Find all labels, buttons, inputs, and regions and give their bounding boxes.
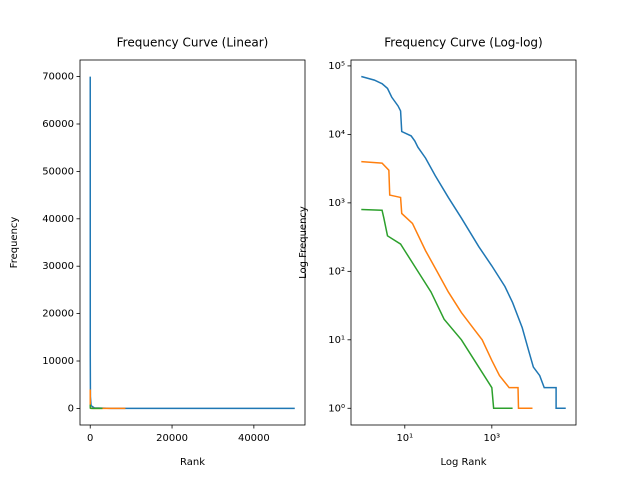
x-tick-label: 0 — [87, 433, 93, 444]
y-axis-label: Log Frequency — [298, 206, 309, 279]
x-tick-label: 10³ — [483, 433, 500, 444]
y-tick-label: 10² — [328, 266, 345, 277]
y-tick-label: 50000 — [42, 166, 74, 177]
data-line — [89, 76, 295, 410]
y-tick-label: 20000 — [42, 309, 74, 320]
axes-frame — [79, 59, 306, 426]
x-tick-label: 40000 — [238, 433, 270, 444]
y-tick-label: 10⁴ — [328, 129, 345, 140]
y-tick-label: 0 — [68, 403, 74, 414]
y-tick-label: 10¹ — [328, 335, 345, 346]
data-line — [361, 160, 533, 410]
y-tick-label: 40000 — [42, 214, 74, 225]
x-tick-label: 10¹ — [396, 433, 413, 444]
y-tick-label: 30000 — [42, 261, 74, 272]
y-tick-label: 60000 — [42, 119, 74, 130]
x-axis-label: Log Rank — [440, 457, 486, 468]
y-tick-label: 10⁵ — [328, 61, 345, 72]
data-line — [89, 404, 103, 410]
data-line — [361, 208, 513, 410]
x-axis-label: Rank — [180, 457, 205, 468]
y-tick-label: 10⁰ — [328, 403, 345, 414]
data-line — [361, 75, 566, 410]
chart-title: Frequency Curve (Linear) — [117, 36, 269, 50]
y-tick-label: 10000 — [42, 356, 74, 367]
y-tick-label: 10³ — [328, 198, 345, 209]
data-line — [89, 389, 126, 410]
x-tick-label: 20000 — [156, 433, 188, 444]
y-axis-label: Frequency — [9, 217, 20, 269]
axes-frame — [350, 59, 577, 426]
chart-title: Frequency Curve (Log-log) — [384, 36, 542, 50]
y-tick-label: 70000 — [42, 72, 74, 83]
